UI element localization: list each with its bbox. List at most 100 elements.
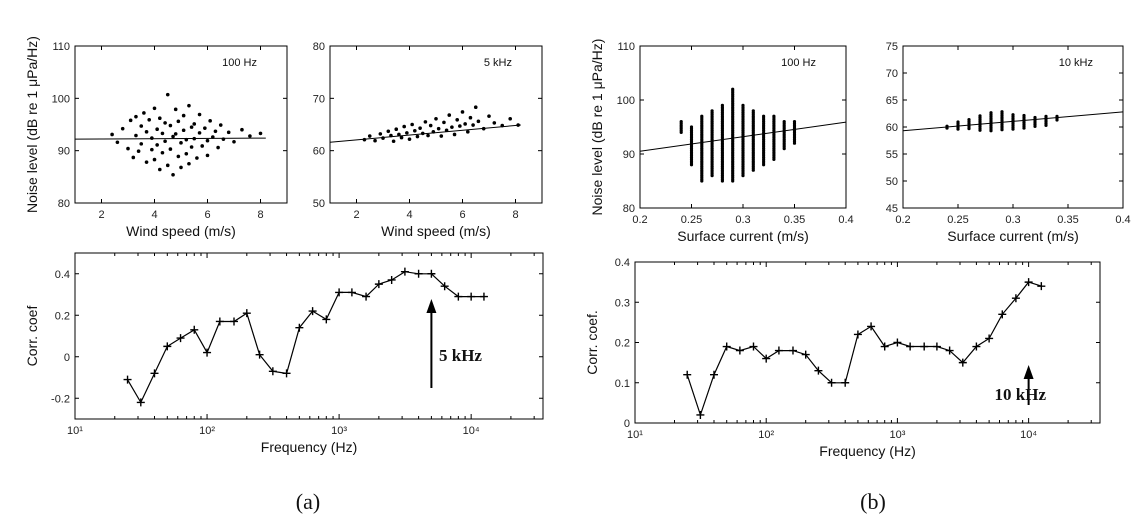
data-point <box>1022 113 1026 118</box>
x-tick-label: 10¹ <box>627 429 643 441</box>
data-marker <box>454 292 463 301</box>
data-point <box>402 124 407 129</box>
y-tick-label: 45 <box>886 203 898 215</box>
plot-frame <box>74 45 288 204</box>
data-point <box>232 139 236 144</box>
data-marker <box>827 378 836 387</box>
data-point <box>471 123 475 127</box>
data-marker <box>203 348 212 357</box>
data-point <box>131 155 136 160</box>
data-marker <box>322 315 331 324</box>
data-point <box>710 109 714 113</box>
chart-b_current_10khz: 45 50 55 60 65 70 75 0.2 0.25 0.3 0.35 0.4 Surface c… <box>886 41 1131 244</box>
data-point <box>173 132 178 136</box>
data-point <box>142 111 146 115</box>
data-point <box>473 105 478 110</box>
data-point <box>452 132 457 137</box>
data-point <box>147 117 151 122</box>
data-point <box>720 103 725 107</box>
data-marker <box>335 288 344 297</box>
x-tick-label: 10³ <box>331 425 347 437</box>
data-marker <box>123 375 132 384</box>
data-point <box>460 110 465 114</box>
data-marker <box>230 317 239 326</box>
data-point <box>434 116 438 121</box>
data-point <box>463 122 467 126</box>
y-axis-label: Noise level (dB re 1 μPa/Hz) <box>589 39 605 216</box>
y-tick-label: 80 <box>313 41 325 53</box>
data-point <box>171 172 175 177</box>
data-point <box>208 119 212 123</box>
y-tick-label: 100 <box>52 93 70 105</box>
x-axis-label: Surface current (m/s) <box>947 228 1078 244</box>
data-marker <box>374 280 383 289</box>
chart-a_wind_5khz: 50 60 70 80 2 4 6 8 Wind speed (m/s) 5 kHz <box>313 41 543 239</box>
y-tick-label: 80 <box>58 198 70 210</box>
data-point <box>782 120 786 124</box>
data-point <box>144 160 149 164</box>
data-point <box>415 134 420 139</box>
x-tick-label: 6 <box>459 209 465 221</box>
y-tick-label: 75 <box>886 41 898 53</box>
x-tick-label: 0.3 <box>735 214 750 226</box>
y-tick-label: 55 <box>886 149 898 161</box>
y-tick-label: 0.4 <box>615 257 630 269</box>
data-point <box>248 134 252 138</box>
data-point <box>1000 110 1004 114</box>
data-point <box>150 147 154 152</box>
x-tick-label: 0.25 <box>947 214 968 226</box>
data-point <box>155 143 159 147</box>
data-point <box>139 124 144 128</box>
chart-b_current_100hz: 80 90 100 110 0.2 0.25 0.3 0.35 0.4 Surface curre… <box>589 39 854 244</box>
data-point <box>240 127 244 132</box>
data-point <box>426 133 430 138</box>
x-axis-label: Frequency (Hz) <box>261 439 357 455</box>
y-tick-label: 110 <box>52 41 70 53</box>
x-tick-label: 8 <box>512 209 518 221</box>
x-axis-label: Wind speed (m/s) <box>381 223 491 239</box>
x-tick-label: 0.3 <box>1005 214 1020 226</box>
x-tick-label: 2 <box>98 209 104 221</box>
data-marker <box>788 346 797 355</box>
x-axis-label: Wind speed (m/s) <box>126 223 236 239</box>
data-point <box>158 167 162 172</box>
x-tick-label: 0.2 <box>895 214 910 226</box>
data-marker <box>479 292 488 301</box>
y-tick-label: 100 <box>617 95 635 107</box>
data-point <box>216 145 220 150</box>
data-marker <box>467 292 476 301</box>
data-point <box>508 116 512 121</box>
data-point <box>258 131 263 136</box>
data-point <box>184 152 189 156</box>
data-point <box>160 150 165 155</box>
data-point <box>181 113 186 118</box>
data-point <box>168 123 173 128</box>
data-point <box>197 131 202 135</box>
data-point <box>978 114 982 118</box>
x-tick-label: 4 <box>406 209 412 221</box>
data-marker <box>440 282 449 291</box>
data-point <box>139 142 144 146</box>
data-point <box>468 115 473 120</box>
data-marker <box>801 350 810 359</box>
data-marker <box>906 342 915 351</box>
frequency-annotation: 5 kHz <box>439 346 482 365</box>
data-marker <box>683 370 692 379</box>
data-point <box>423 120 428 124</box>
x-tick-label: 10⁴ <box>1020 429 1037 441</box>
data-point <box>762 114 766 118</box>
data-marker <box>163 342 172 351</box>
data-point <box>134 114 138 119</box>
data-point <box>378 132 383 136</box>
data-point <box>128 118 133 123</box>
y-tick-label: 60 <box>886 122 898 134</box>
data-point <box>367 134 372 138</box>
data-point <box>176 154 181 159</box>
x-tick-label: 10¹ <box>67 425 83 437</box>
data-point <box>163 139 167 144</box>
chart-a_wind_100hz: 80 90 100 110 2 4 6 8 Wind speed (m/s) Noise leve… <box>24 36 288 239</box>
data-point <box>1033 115 1037 120</box>
data-point <box>442 120 446 125</box>
data-point <box>136 149 141 153</box>
data-marker <box>985 334 994 343</box>
